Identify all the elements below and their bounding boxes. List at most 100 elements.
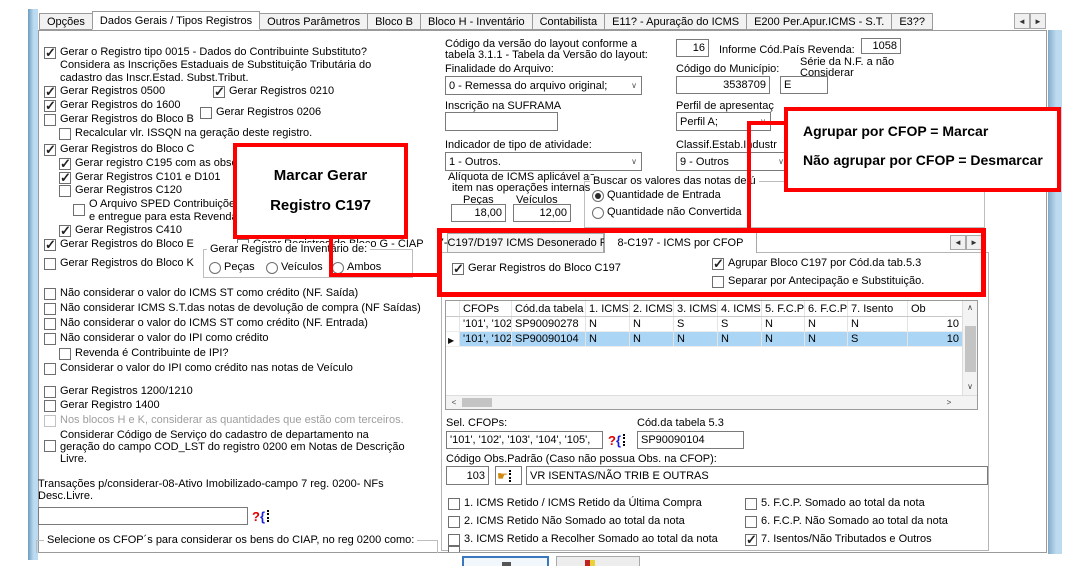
checkbox-registros-0500[interactable] (44, 84, 56, 100)
tab-contabilista[interactable]: Contabilista (531, 13, 606, 30)
obs-code-input[interactable]: 103 (446, 466, 489, 485)
c197-tab-scroll-left-icon[interactable]: ◄ (950, 235, 966, 250)
label-transacoes-2: Desc.Livre. (38, 490, 94, 502)
checkbox-4-partial[interactable] (448, 546, 460, 552)
help-lookup-icon[interactable]: ?{ (252, 507, 278, 525)
label-recalcular-issqn: Recalcular vlr. ISSQN na geração deste r… (75, 127, 313, 139)
tabela-53-input[interactable]: SP90090104 (637, 431, 744, 449)
grid-col-3icms[interactable]: 3. ICMS (674, 301, 718, 316)
checkbox-bloco-b[interactable] (44, 114, 56, 126)
checkbox-recalcular-issqn[interactable] (59, 128, 71, 140)
table-row[interactable]: '101', '102 SP90090278 N N S S N N N 10 (446, 317, 977, 332)
grid-vscrollbar[interactable]: ∧ ∨ (962, 301, 977, 395)
checkbox-isentos-nao-tributados[interactable] (745, 532, 757, 548)
checkbox-bloco-k[interactable] (44, 258, 56, 270)
grid-col-1icms[interactable]: 1. ICMS (586, 301, 630, 316)
scroll-up-icon[interactable]: ∧ (967, 303, 973, 312)
tab-scroll-left-icon[interactable]: ◄ (1014, 13, 1030, 29)
checkbox-arquivo-sped[interactable] (73, 204, 85, 216)
checkbox-icms-retido-nao-somado[interactable] (448, 516, 460, 528)
grid-col-4icms[interactable]: 4. ICMS (718, 301, 762, 316)
checkbox-gerar-bloco-c197[interactable] (452, 261, 464, 277)
checkbox-icms-recolher-somado[interactable] (448, 534, 460, 546)
checkbox-registros-0210[interactable] (213, 84, 225, 100)
label-aliquota-veiculos: Veículos (516, 194, 558, 206)
checkbox-agrupar-c197[interactable] (712, 256, 724, 272)
scroll-down-icon[interactable]: ∨ (967, 382, 973, 391)
radio-quantidade-nao-convertida[interactable] (592, 207, 604, 219)
checkbox-fcp-nao-somado[interactable] (745, 516, 757, 528)
serie-nf-input[interactable]: E (780, 76, 828, 94)
tab-scroll-right-icon[interactable]: ► (1030, 13, 1046, 29)
tab-opcoes[interactable]: Opções (39, 13, 93, 30)
tab-e200[interactable]: E200 Per.Apur.ICMS - S.T. (746, 13, 893, 30)
checkbox-c101-d101[interactable] (59, 170, 71, 186)
checkbox-c195[interactable] (59, 156, 71, 172)
bottom-button-2-partial[interactable] (556, 556, 640, 566)
vscroll-thumb[interactable] (965, 326, 976, 372)
scroll-right-icon[interactable]: > (946, 397, 952, 407)
checkbox-ipi-credito[interactable] (44, 333, 56, 345)
checkbox-separar-antecipacao[interactable] (712, 276, 724, 288)
checkbox-ipi-veiculo[interactable] (44, 363, 56, 375)
obs-text-input[interactable]: VR ISENTAS/NÃO TRIB E OUTRAS (526, 466, 988, 485)
aliquota-pecas-input[interactable]: 18,00 (451, 204, 506, 222)
checkbox-registro-1400[interactable] (44, 400, 56, 412)
c197-tab-scroll-right-icon[interactable]: ► (966, 235, 982, 250)
checkbox-c120[interactable] (59, 185, 71, 197)
grid-col-5fcp[interactable]: 5. F.C.P (762, 301, 805, 316)
grid-col-7isento[interactable]: 7. Isento (848, 301, 908, 316)
aliquota-veiculos-input[interactable]: 12,00 (513, 204, 571, 222)
grid-col-6fcp[interactable]: 6. F.C.P (805, 301, 848, 316)
hscroll-thumb[interactable] (462, 398, 492, 407)
tab-bloco-b[interactable]: Bloco B (367, 13, 421, 30)
tab-outros-parametros[interactable]: Outros Parâmetros (259, 13, 369, 30)
grid-hscrollbar[interactable]: < > (446, 395, 977, 409)
tab-bloco-h[interactable]: Bloco H - Inventário (420, 13, 533, 30)
bottom-button-1-partial[interactable] (462, 556, 549, 566)
checkbox-contribuinte-ipi[interactable] (59, 348, 71, 360)
checkbox-bloco-c[interactable] (44, 142, 56, 158)
chevron-down-icon[interactable]: ∨ (778, 157, 784, 166)
checkbox-cod-lst[interactable] (44, 440, 56, 452)
checkbox-fcp-somado[interactable] (745, 498, 757, 510)
obs-lookup-button[interactable]: ☛ (495, 466, 522, 485)
cfop-grid[interactable]: CFOPs Cód.da tabela 1. ICMS 2. ICMS 3. I… (445, 300, 978, 410)
tab-e11-apuracao[interactable]: E11? - Apuração do ICMS (604, 13, 748, 30)
checkbox-icms-st-saida[interactable] (44, 288, 56, 300)
checkbox-icms-retido-ultima-compra[interactable] (448, 498, 460, 510)
municipio-input[interactable]: 3538709 (676, 76, 770, 94)
checkbox-c410[interactable] (59, 223, 71, 239)
chevron-down-icon[interactable]: ∨ (631, 157, 637, 166)
grid-col-cfops[interactable]: CFOPs (460, 301, 512, 316)
layout-versao-input[interactable]: 16 (676, 39, 709, 57)
checkbox-registros-0206[interactable] (200, 107, 212, 119)
table-row[interactable]: '101', '102 SP90090104 N N N N N N S 10 (446, 332, 977, 347)
scroll-left-icon[interactable]: < (451, 397, 457, 407)
tab-c197-desonerado[interactable]: 7-C197/D197 ICMS Desonerado RJ (438, 233, 613, 253)
checkbox-bloco-e[interactable] (44, 237, 56, 253)
checkbox-registros-1600[interactable] (44, 98, 56, 114)
cod-pais-input[interactable]: 1058 (861, 38, 901, 54)
suframa-input[interactable] (445, 112, 558, 131)
finalidade-select[interactable]: 0 - Remessa do arquivo original; ∨ (445, 76, 642, 95)
grid-col-tabela[interactable]: Cód.da tabela (512, 301, 586, 316)
chevron-down-icon[interactable]: ∨ (631, 81, 637, 90)
sel-cfops-input[interactable]: '101', '102', '103', '104', '105', (446, 431, 603, 449)
checkbox-icms-st-devolucao[interactable] (44, 303, 56, 315)
radio-inventario-veiculos[interactable] (266, 262, 278, 274)
checkbox-registro-0015[interactable] (44, 45, 56, 61)
tab-dados-gerais[interactable]: Dados Gerais / Tipos Registros (91, 11, 261, 30)
checkbox-icms-st-entrada[interactable] (44, 318, 56, 330)
checkbox-registros-1200-1210[interactable] (44, 386, 56, 398)
tab-e3[interactable]: E3?? (891, 13, 934, 30)
tab-c197-por-cfop[interactable]: 8-C197 - ICMS por CFOP (604, 231, 757, 253)
classif-select[interactable]: 9 - Outros ∨ (676, 152, 789, 171)
radio-inventario-pecas[interactable] (209, 262, 221, 274)
grid-col-2icms[interactable]: 2. ICMS (630, 301, 674, 316)
grid-col-ob[interactable]: Ob (908, 301, 963, 316)
cfop-lookup-icon[interactable]: ?{ (608, 431, 634, 449)
transacoes-input[interactable] (38, 507, 248, 525)
atividade-select[interactable]: 1 - Outros. ∨ (445, 152, 642, 171)
radio-quantidade-entrada[interactable] (592, 190, 604, 202)
